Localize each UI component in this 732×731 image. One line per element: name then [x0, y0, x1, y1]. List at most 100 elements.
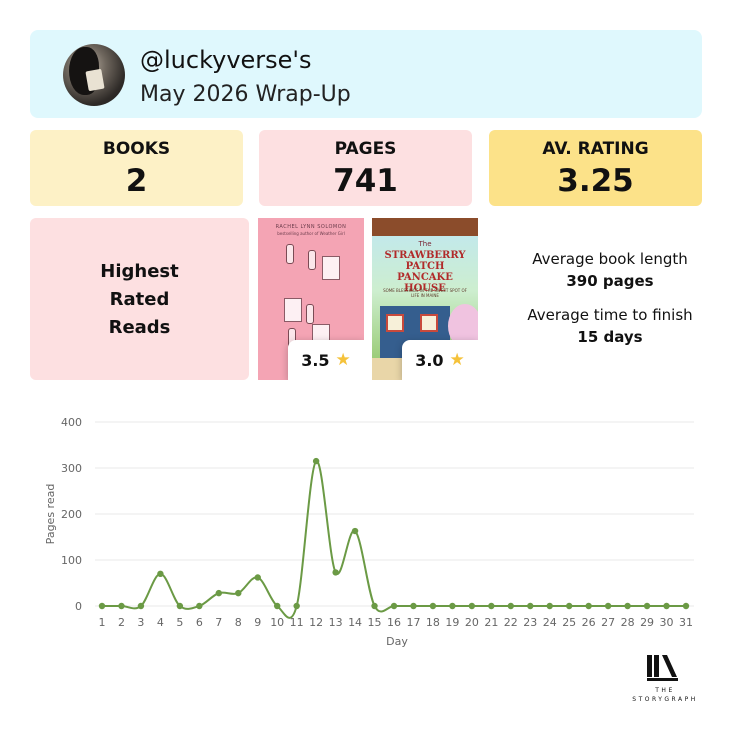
data-point — [312, 457, 320, 465]
x-tick-label: 20 — [465, 616, 479, 629]
x-tick-label: 26 — [582, 616, 596, 629]
x-tick-label: 29 — [640, 616, 654, 629]
pages-read-line — [102, 460, 686, 619]
x-tick-label: 12 — [309, 616, 323, 629]
pages-stat-label: PAGES — [334, 139, 397, 159]
storygraph-logo-text: THE STORYGRAPH — [632, 687, 698, 703]
data-point — [118, 602, 125, 610]
cover-1-figure — [306, 304, 314, 324]
data-point — [390, 602, 398, 610]
cover-2-window — [420, 314, 438, 332]
book-cover-2[interactable]: The STRAWBERRY PATCH PANCAKE HOUSE SOME … — [372, 218, 478, 380]
cover-2-the: The — [418, 240, 432, 248]
data-point — [449, 602, 456, 610]
y-tick-label: 300 — [61, 462, 82, 475]
pages-stat-value: 741 — [333, 163, 398, 199]
x-tick-label: 14 — [348, 616, 362, 629]
x-tick-label: 23 — [523, 616, 537, 629]
books-stat: BOOKS 2 — [30, 130, 243, 206]
data-point — [351, 527, 359, 535]
x-tick-label: 21 — [484, 616, 498, 629]
cover-2-subtitle: SOME BLESSINGS IN THE SWEET SPOT OF LIFE… — [383, 288, 467, 298]
x-tick-label: 3 — [137, 616, 144, 629]
data-point — [566, 602, 573, 610]
x-axis-label: Day — [386, 635, 408, 648]
data-point — [546, 602, 553, 610]
data-point — [410, 602, 417, 610]
data-point — [235, 589, 242, 597]
cover-1-blurb: bestselling author of Weather Girl — [277, 231, 345, 236]
avatar[interactable] — [63, 44, 125, 106]
x-tick-label: 27 — [601, 616, 615, 629]
cover-2-roof — [372, 218, 478, 236]
x-tick-label: 30 — [660, 616, 674, 629]
x-tick-label: 4 — [157, 616, 164, 629]
data-point — [157, 570, 164, 577]
x-tick-label: 1 — [99, 616, 106, 629]
data-point — [254, 574, 261, 581]
data-point — [604, 602, 612, 610]
data-point — [332, 569, 339, 576]
cover-1-door — [322, 256, 340, 280]
average-rating-stat: AV. RATING 3.25 — [489, 130, 702, 206]
data-point — [137, 602, 145, 610]
books-stat-label: BOOKS — [102, 139, 171, 159]
average-rating-label: AV. RATING — [542, 139, 649, 159]
data-point — [682, 602, 690, 610]
username-handle: @luckyverse's — [140, 46, 312, 74]
cover-1-door — [284, 298, 302, 322]
data-point — [371, 602, 378, 610]
highest-rated-label: Highest Rated Reads — [100, 261, 179, 338]
average-rating-value: 3.25 — [557, 163, 634, 199]
y-tick-label: 100 — [61, 554, 82, 567]
x-tick-label: 25 — [562, 616, 576, 629]
star-icon: ★ — [449, 350, 465, 370]
cover-1-author: RACHEL LYNN SOLOMON — [275, 224, 347, 230]
star-icon: ★ — [335, 350, 351, 370]
book-2-rating: 3.0 — [415, 350, 444, 370]
data-point — [624, 602, 631, 610]
data-point — [507, 602, 514, 610]
book-1-rating: 3.5 — [301, 350, 330, 370]
x-tick-label: 7 — [215, 616, 222, 629]
x-tick-label: 22 — [504, 616, 518, 629]
x-tick-label: 11 — [290, 616, 304, 629]
books-stat-value: 2 — [125, 163, 148, 199]
book-1-rating-badge: 3.5 ★ — [288, 340, 364, 380]
x-tick-label: 15 — [368, 616, 382, 629]
x-tick-label: 16 — [387, 616, 401, 629]
x-tick-label: 9 — [254, 616, 261, 629]
x-tick-label: 6 — [196, 616, 203, 629]
data-point — [196, 602, 203, 610]
x-tick-label: 17 — [406, 616, 420, 629]
average-length-label: Average book length — [532, 250, 688, 268]
x-tick-label: 2 — [118, 616, 125, 629]
data-point — [293, 602, 300, 610]
data-point — [643, 602, 651, 610]
data-point — [468, 602, 476, 610]
cover-2-title: STRAWBERRY PATCH PANCAKE HOUSE — [384, 250, 466, 294]
data-point — [488, 602, 495, 610]
x-tick-label: 18 — [426, 616, 440, 629]
x-tick-label: 8 — [235, 616, 242, 629]
average-time-label: Average time to finish — [527, 306, 693, 324]
data-point — [98, 602, 106, 610]
data-point — [527, 602, 534, 610]
x-tick-label: 28 — [621, 616, 635, 629]
x-tick-label: 10 — [270, 616, 284, 629]
x-tick-label: 24 — [543, 616, 557, 629]
book-cover-1[interactable]: RACHEL LYNN SOLOMON bestselling author o… — [258, 218, 364, 380]
data-point — [585, 602, 592, 610]
y-axis-label: Pages read — [44, 484, 57, 545]
x-tick-label: 31 — [679, 616, 693, 629]
data-point — [274, 602, 281, 610]
cover-1-figure — [308, 250, 316, 270]
storygraph-logo-icon — [647, 655, 678, 681]
wrap-up-title: May 2026 Wrap-Up — [140, 82, 351, 107]
y-tick-label: 400 — [61, 416, 82, 429]
y-tick-label: 0 — [75, 600, 82, 613]
data-point — [429, 602, 437, 610]
avatar-book — [85, 68, 105, 92]
cover-2-window — [386, 314, 404, 332]
